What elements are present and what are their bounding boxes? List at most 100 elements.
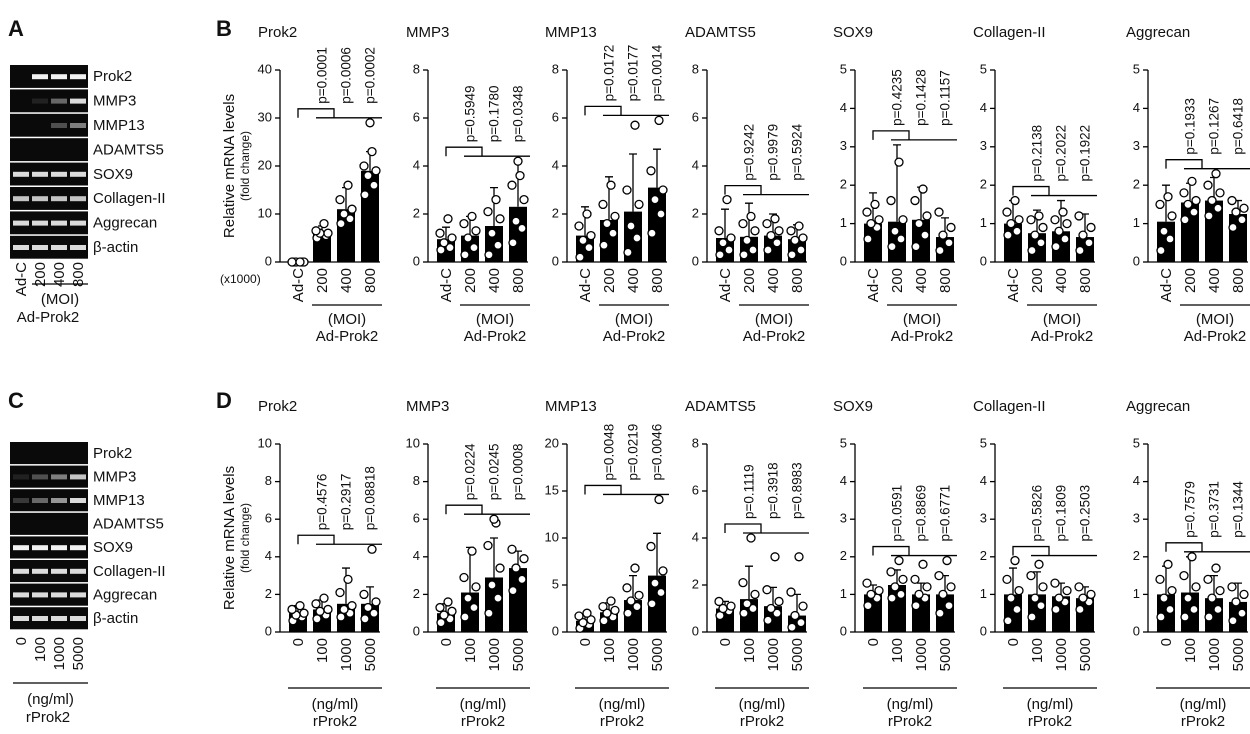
y-tick-label: 1	[840, 586, 847, 601]
data-point	[1160, 227, 1168, 235]
group-unit: (ng/ml)	[460, 696, 507, 713]
data-point	[627, 597, 635, 605]
data-point	[320, 220, 328, 228]
data-point	[1238, 609, 1246, 617]
data-point	[943, 557, 951, 565]
group-unit: (MOI)	[1043, 311, 1081, 328]
data-point	[659, 186, 667, 194]
x-tick-label: 1000	[913, 638, 930, 671]
p-value: p=0.5949	[463, 86, 478, 143]
chart-title: Collagen-II	[973, 398, 1046, 415]
gel-band	[70, 74, 86, 79]
data-point	[370, 181, 378, 189]
data-point	[915, 220, 923, 228]
p-value: p=0.1267	[1207, 98, 1222, 155]
significance-bracket	[1166, 160, 1250, 169]
gel-lane-label: 0	[13, 637, 30, 645]
data-point	[1063, 220, 1071, 228]
x-tick-label: Ad-C	[1005, 268, 1022, 302]
gel-band	[13, 451, 29, 456]
chart-title: Prok2	[258, 24, 297, 41]
data-point	[1208, 594, 1216, 602]
data-point	[763, 220, 771, 228]
p-value: p=0.1119	[742, 464, 757, 519]
data-point	[1037, 602, 1045, 610]
data-point	[337, 613, 345, 621]
data-point	[1238, 216, 1246, 224]
y-tick-label: 5	[552, 576, 559, 591]
data-point	[723, 196, 731, 204]
gel-band	[51, 451, 67, 456]
data-point	[472, 583, 480, 591]
data-point	[740, 251, 748, 259]
data-point	[1157, 613, 1165, 621]
data-point	[911, 575, 919, 583]
panel-letter: D	[216, 388, 232, 413]
x-tick-label: 400	[913, 268, 930, 293]
significance-bracket	[725, 186, 809, 195]
x-tick-label: 0	[577, 638, 594, 646]
x-tick-label: 400	[1206, 268, 1223, 293]
data-point	[579, 236, 587, 244]
data-point	[895, 158, 903, 166]
data-point	[1076, 246, 1084, 254]
gel-band	[13, 147, 29, 152]
gel-band	[51, 522, 67, 527]
data-point	[788, 623, 796, 631]
gel-lane-label: 1000	[51, 637, 68, 670]
group-treatment: rProk2	[313, 713, 357, 730]
data-point	[911, 197, 919, 205]
gel-band	[32, 147, 48, 152]
x-tick-label: 5000	[1230, 638, 1247, 671]
data-point	[871, 200, 879, 208]
y-tick-label: 20	[545, 435, 559, 450]
data-point	[1204, 181, 1212, 189]
data-point	[749, 246, 757, 254]
data-point	[1205, 212, 1213, 220]
x-tick-label: Ad-C	[1158, 268, 1175, 302]
data-point	[337, 220, 345, 228]
x-tick-label: 1000	[765, 638, 782, 671]
data-point	[1055, 227, 1063, 235]
gel-unit: (ng/ml)	[27, 691, 74, 708]
gel-lane-label: 800	[70, 262, 87, 287]
y-tick-label: 2	[692, 576, 699, 591]
p-value: p=0.9979	[766, 124, 781, 181]
gel-band-label: β-actin	[93, 239, 138, 256]
group-unit: (MOI)	[903, 311, 941, 328]
data-point	[324, 229, 332, 237]
gel-band	[13, 74, 29, 79]
data-point	[436, 604, 444, 612]
group-unit: (ng/ml)	[1180, 696, 1227, 713]
data-point	[361, 615, 369, 623]
data-point	[448, 234, 456, 242]
x-tick-label: 400	[765, 268, 782, 293]
gel-band	[13, 196, 29, 201]
data-point	[1063, 587, 1071, 595]
data-point	[484, 208, 492, 216]
y-tick-label: 4	[692, 529, 699, 544]
x-tick-label: 400	[338, 268, 355, 293]
x-tick-label: 800	[510, 268, 527, 293]
data-point	[368, 148, 376, 156]
x-tick-label: Ad-C	[865, 268, 882, 302]
y-tick-label: 5	[1133, 61, 1140, 76]
group-treatment: rProk2	[461, 713, 505, 730]
x-tick-label: 100	[889, 638, 906, 663]
data-point	[468, 547, 476, 555]
chart-title: Prok2	[258, 398, 297, 415]
y-axis-label: Relative mRNA levels	[221, 466, 238, 610]
group-unit: (ng/ml)	[887, 696, 934, 713]
x-tick-label: 0	[1005, 638, 1022, 646]
x-tick-label: 100	[601, 638, 618, 663]
data-point	[919, 185, 927, 193]
gel-band	[32, 522, 48, 527]
data-point	[623, 186, 631, 194]
gel-lane-label: Ad-C	[13, 262, 30, 296]
significance-bracket	[298, 535, 382, 544]
y-axis-sublabel: (fold change)	[238, 503, 252, 573]
gel-band-label: MMP3	[93, 93, 136, 110]
x-tick-label: 0	[1158, 638, 1175, 646]
data-point	[623, 584, 631, 592]
x-tick-label: Ad-C	[290, 268, 307, 302]
